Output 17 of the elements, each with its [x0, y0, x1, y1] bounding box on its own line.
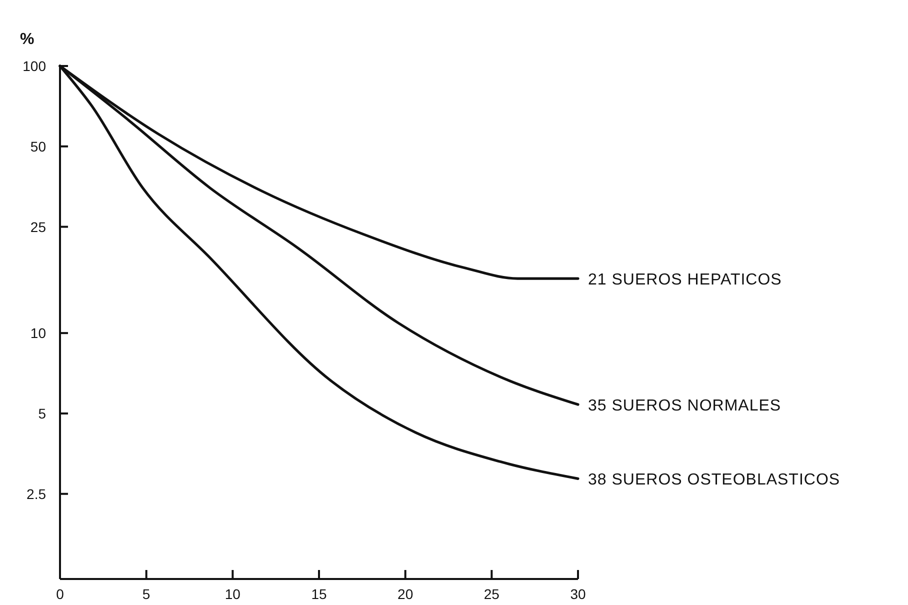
x-tick-label: 20 — [398, 586, 414, 602]
y-tick-label: 10 — [30, 325, 46, 342]
y-axis-title: % — [20, 31, 34, 48]
y-tick-label: 5 — [38, 405, 46, 422]
y-tick-label: 2.5 — [26, 486, 46, 502]
x-tick-label: 10 — [224, 586, 241, 602]
y-tick-label: 100 — [22, 58, 46, 74]
x-tick-label: 25 — [484, 586, 500, 602]
y-tick-label: 25 — [30, 218, 46, 235]
series-label: 35 SUEROS NORMALES — [588, 398, 782, 415]
series-label: 38 SUEROS OSTEOBLASTICOS — [588, 472, 840, 489]
x-tick-label: 15 — [311, 586, 327, 602]
x-tick-label: 5 — [142, 586, 150, 602]
y-tick-label: 50 — [30, 138, 46, 154]
x-tick-label: 0 — [56, 586, 64, 602]
x-tick-label: 30 — [570, 586, 586, 602]
series-label: 21 SUEROS HEPATICOS — [588, 272, 782, 289]
